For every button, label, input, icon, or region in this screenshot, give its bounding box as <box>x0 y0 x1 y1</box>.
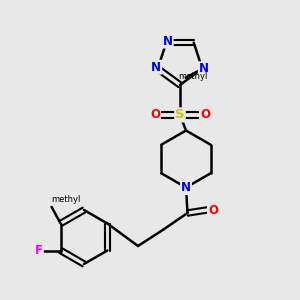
Text: methyl: methyl <box>52 195 81 204</box>
Text: N: N <box>199 62 209 75</box>
Text: O: O <box>200 108 210 122</box>
Text: S: S <box>175 108 185 122</box>
Text: methyl: methyl <box>183 76 188 77</box>
Text: N: N <box>181 181 191 194</box>
Text: O: O <box>150 108 160 122</box>
Text: N: N <box>151 61 161 74</box>
Text: N: N <box>163 34 173 48</box>
Text: O: O <box>208 203 218 217</box>
Text: methyl: methyl <box>178 72 208 81</box>
Text: F: F <box>35 244 43 257</box>
